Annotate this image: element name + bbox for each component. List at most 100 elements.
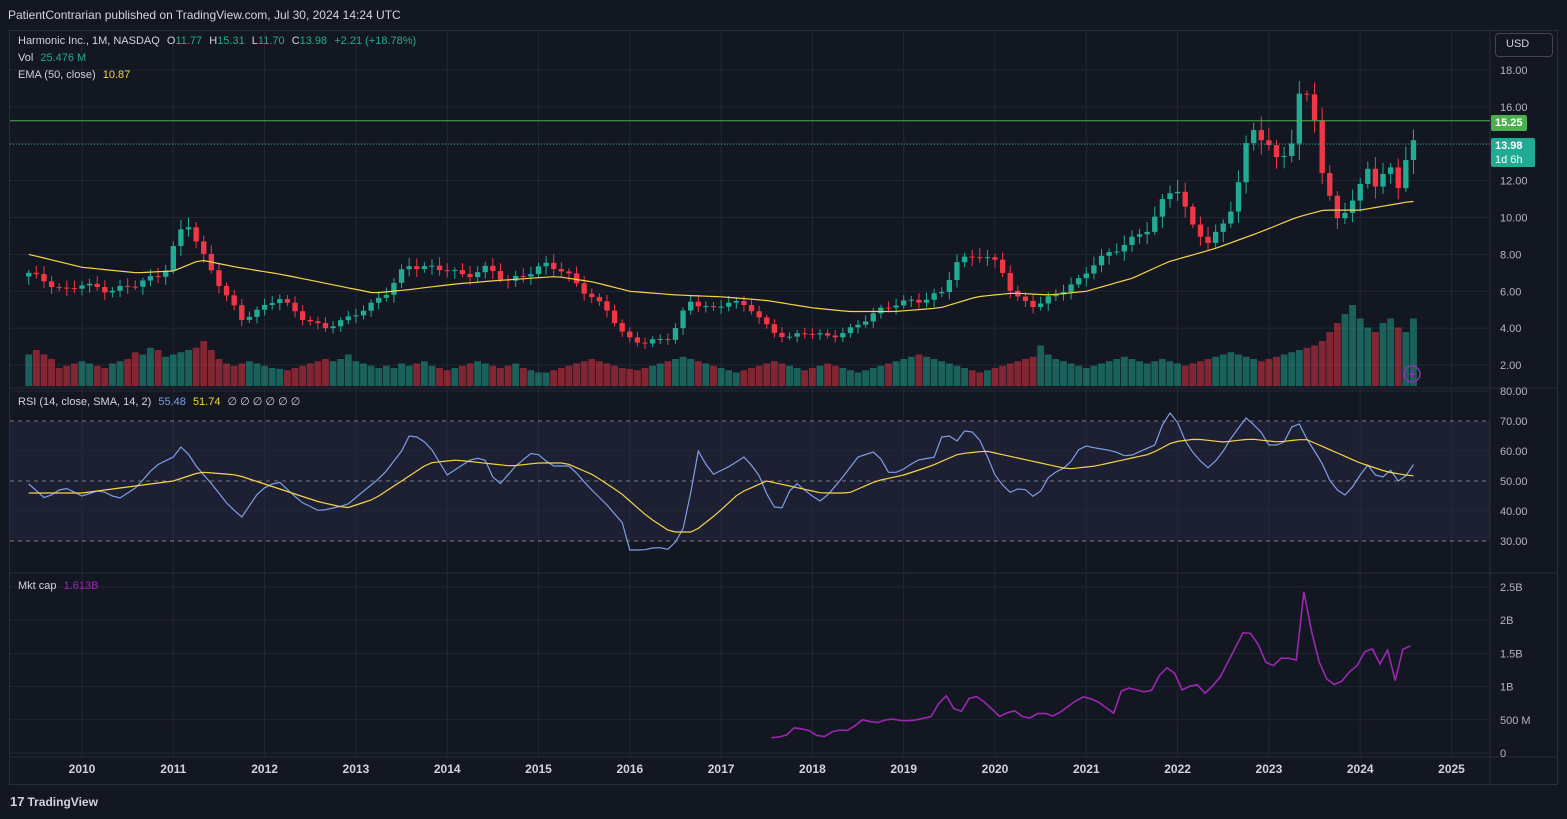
rsi-label: RSI (14, close, SMA, 14, 2) xyxy=(18,396,151,408)
candle-body xyxy=(612,311,617,324)
candle-body xyxy=(193,227,198,241)
candle-body xyxy=(825,333,830,335)
candle-body xyxy=(323,323,328,328)
open-value: 11.77 xyxy=(175,35,202,47)
candle-body xyxy=(475,272,480,277)
volume-bar xyxy=(292,368,299,386)
mktcap-legend: Mkt cap 1.613B xyxy=(18,580,102,592)
tv-logo-icon: 17 xyxy=(10,794,24,809)
volume-bar xyxy=(756,366,763,386)
volume-bar xyxy=(786,366,793,386)
volume-bar xyxy=(1136,361,1143,386)
volume-bar xyxy=(482,364,489,387)
candle-body xyxy=(756,311,761,317)
candle-body xyxy=(680,311,685,329)
volume-bar xyxy=(1250,359,1257,386)
currency-button[interactable]: USD xyxy=(1495,33,1553,57)
x-tick-label: 2020 xyxy=(982,762,1009,776)
volume-bar xyxy=(86,364,93,387)
volume-bar xyxy=(1410,319,1417,387)
volume-bar xyxy=(1364,328,1371,387)
volume-bar xyxy=(375,368,382,386)
candle-body xyxy=(878,308,883,314)
volume-bar xyxy=(436,368,443,386)
candle-body xyxy=(1152,217,1157,232)
volume-bar xyxy=(870,368,877,386)
x-tick-label: 2019 xyxy=(890,762,917,776)
candle-body xyxy=(117,286,122,291)
volume-bar xyxy=(642,368,649,386)
candle-body xyxy=(1046,296,1051,303)
candle-body xyxy=(148,276,153,280)
x-tick-label: 2021 xyxy=(1073,762,1100,776)
candle-body xyxy=(292,303,297,312)
volume-bar xyxy=(1349,305,1356,386)
price-tick-label: 8.00 xyxy=(1500,249,1521,261)
candle-body xyxy=(635,337,640,342)
x-tick-label: 2017 xyxy=(708,762,735,776)
volume-bar xyxy=(132,352,139,386)
volume-bar xyxy=(558,368,565,386)
volume-bar xyxy=(322,359,329,386)
volume-bar xyxy=(238,364,245,387)
candle-body xyxy=(1365,169,1370,184)
candle-body xyxy=(1145,232,1150,234)
candle-body xyxy=(1228,212,1233,224)
candle-body xyxy=(247,317,252,320)
volume-bar xyxy=(1342,314,1349,386)
volume-bar xyxy=(1334,323,1341,386)
volume-bar xyxy=(352,361,359,386)
level-price-tag: 15.25 xyxy=(1491,115,1527,131)
volume-bar xyxy=(1304,348,1311,386)
tradingview-logo[interactable]: 17TradingView xyxy=(10,794,98,809)
rsi-legend: RSI (14, close, SMA, 14, 2) 55.48 51.74 … xyxy=(18,395,304,408)
volume-bar xyxy=(1265,359,1272,386)
volume-bar xyxy=(56,368,63,386)
candle-body xyxy=(970,257,975,258)
price-tick-label: 6.00 xyxy=(1500,286,1521,298)
volume-bar xyxy=(71,364,78,387)
candle-body xyxy=(1076,278,1081,284)
volume-bar xyxy=(429,366,436,386)
volume-bar xyxy=(200,341,207,386)
rsi-value: 55.48 xyxy=(158,396,186,408)
candle-body xyxy=(300,311,305,320)
volume-bar xyxy=(101,368,108,386)
candle-body xyxy=(422,266,427,269)
ema-label: EMA (50, close) xyxy=(18,69,96,81)
candle-body xyxy=(749,305,754,311)
volume-bar xyxy=(718,368,725,386)
price-tick-label: 16.00 xyxy=(1500,102,1528,114)
candle-body xyxy=(346,316,351,320)
candle-body xyxy=(171,246,176,271)
volume-bar xyxy=(1121,357,1128,386)
volume-bar xyxy=(1380,323,1387,386)
candle-body xyxy=(445,270,450,271)
volume-bar xyxy=(741,370,748,386)
candle-body xyxy=(1213,232,1218,243)
volume-legend: Vol 25.476 M xyxy=(18,52,90,64)
candle-body xyxy=(871,313,876,321)
volume-bar xyxy=(634,370,641,386)
x-tick-label: 2022 xyxy=(1164,762,1191,776)
candle-body xyxy=(1251,130,1256,143)
volume-bar xyxy=(596,361,603,386)
last-price-tag: 13.98 1d 6h xyxy=(1491,138,1535,167)
candle-body xyxy=(658,339,663,340)
volume-bar xyxy=(1273,357,1280,386)
volume-bar xyxy=(512,364,519,387)
mktcap-tick-label: 500 M xyxy=(1500,715,1531,727)
volume-bar xyxy=(1129,359,1136,386)
candle-body xyxy=(848,327,853,333)
symbol-label: Harmonic Inc., 1M, NASDAQ xyxy=(18,35,160,47)
volume-bar xyxy=(733,373,740,387)
candle-body xyxy=(833,336,838,338)
volume-bar xyxy=(809,368,816,386)
volume-bar xyxy=(170,355,177,387)
volume-bar xyxy=(299,366,306,386)
volume-bar xyxy=(208,350,215,386)
volume-bar xyxy=(25,355,32,387)
candle-body xyxy=(650,339,655,343)
candle-body xyxy=(376,298,381,303)
